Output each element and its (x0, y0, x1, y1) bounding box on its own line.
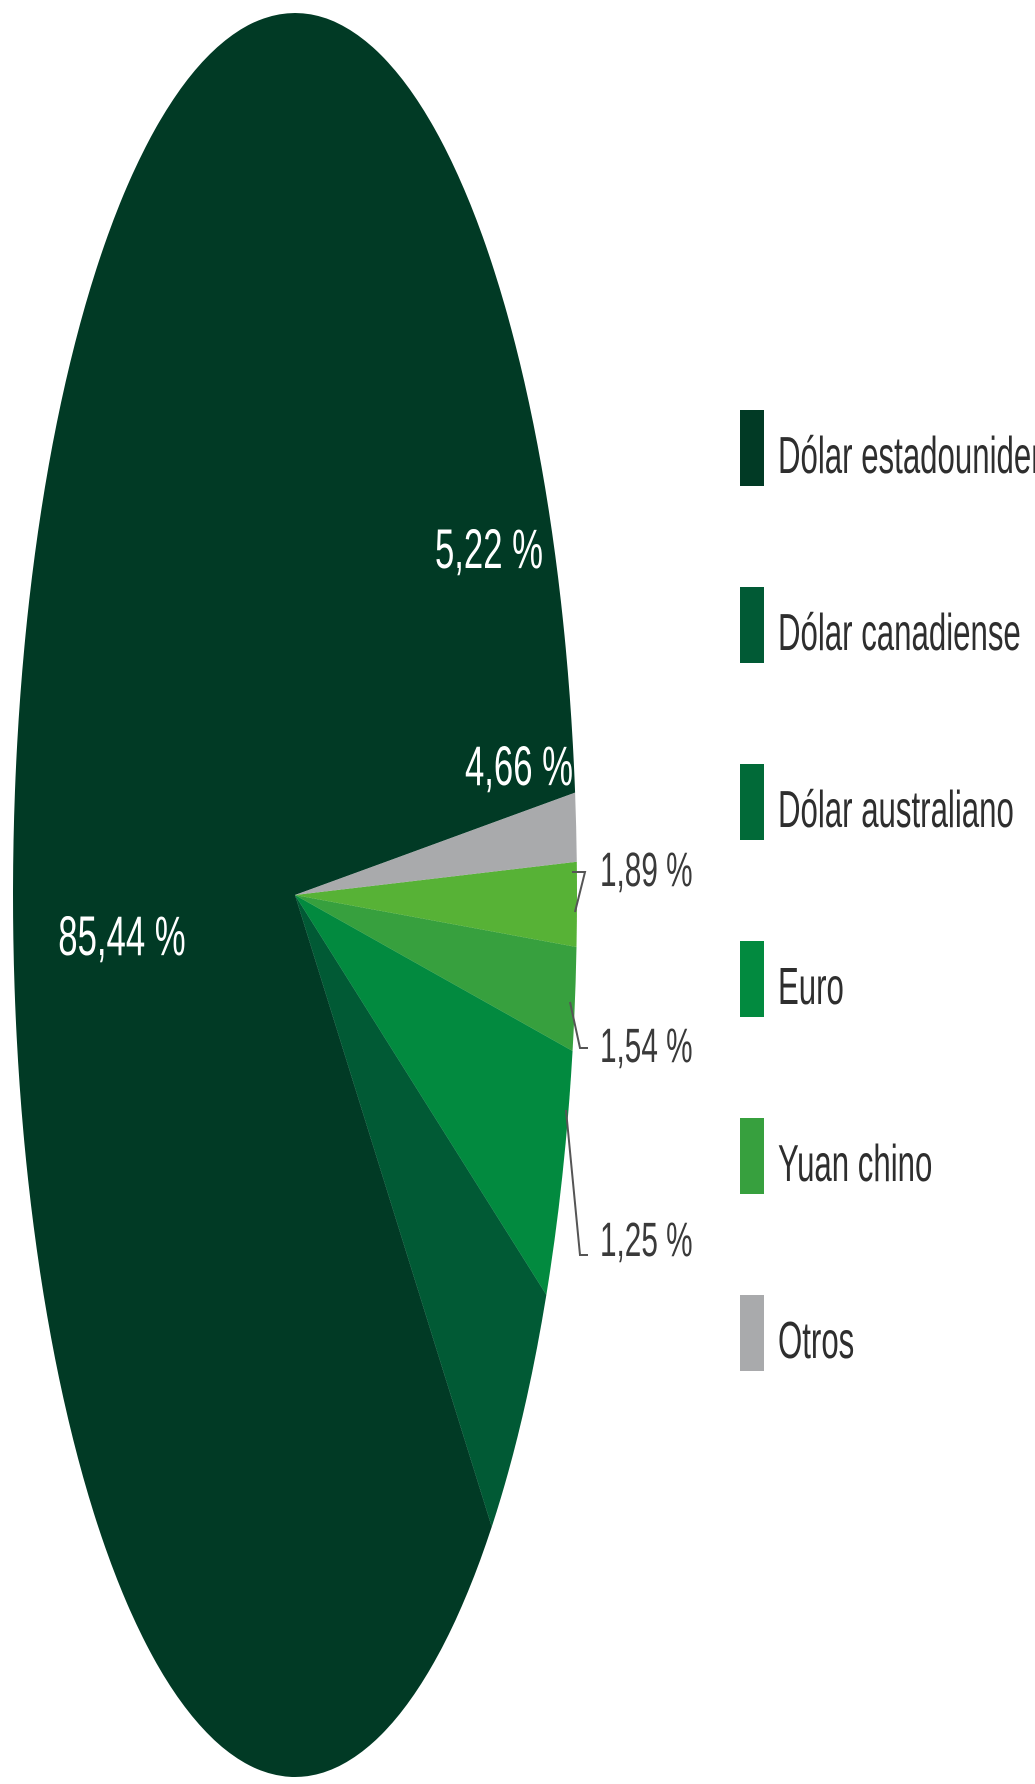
legend-label-1: Dólar estadounidense (778, 427, 1035, 485)
slice-label-4: 1,89 % (600, 844, 693, 897)
pie-slice-5 (295, 861, 578, 948)
legend-swatch-2 (740, 587, 764, 663)
legend-swatch-6 (740, 1295, 764, 1371)
slice-label-2: 5,22 % (435, 518, 543, 581)
pie-slice-2 (295, 895, 547, 1527)
leader-line-1 (572, 871, 587, 913)
leader-line-2 (569, 1001, 588, 1049)
pie-slice-3 (295, 895, 573, 1295)
slice-label-3: 4,66 % (465, 735, 573, 798)
legend-swatch-3 (740, 764, 764, 840)
legend-label-2: Dólar canadiense (778, 604, 1021, 662)
leader-lines (565, 871, 588, 1256)
legend-label-6: Otros (778, 1312, 854, 1370)
pie-slice-6 (295, 792, 577, 895)
slice-label-6: 1,25 % (600, 1214, 693, 1267)
slice-label-5: 1,54 % (600, 1020, 693, 1073)
pie-slices (13, 12, 578, 1777)
pie-slice-1 (13, 12, 576, 1777)
slice-label-1: 85,44 % (58, 905, 185, 968)
pie-slice-4 (295, 895, 577, 1051)
legend-swatch-4 (740, 941, 764, 1017)
legend-label-4: Euro (778, 958, 844, 1016)
legend-label-3: Dólar australiano (778, 781, 1014, 839)
slice-labels: 85,44 % 5,22 % 4,66 % 1,89 % 1,54 % 1,25 % (58, 518, 692, 1267)
legend-swatch-5 (740, 1118, 764, 1194)
legend-swatch-1 (740, 410, 764, 486)
legend-label-5: Yuan chino (778, 1135, 932, 1193)
legend: Dólar estadounidense Dólar canadiense Dóla… (740, 410, 1035, 1371)
leader-line-3 (565, 1109, 588, 1256)
